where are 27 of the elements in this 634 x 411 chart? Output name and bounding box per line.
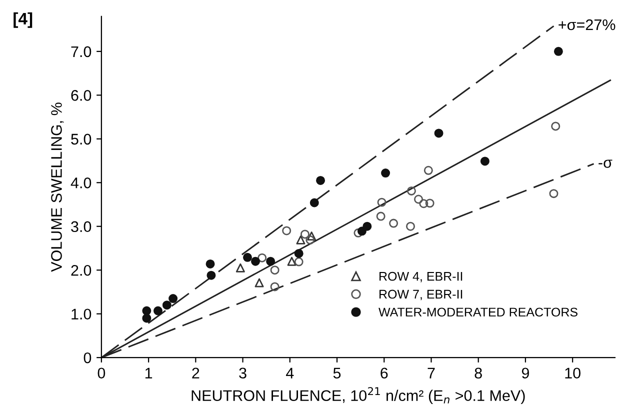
x-tick-label: 4: [286, 368, 294, 378]
text: [4]: [14, 12, 32, 28]
x-tick-label: 7: [428, 368, 435, 378]
legend-label: ROW 7, EBR-II: [380, 290, 462, 300]
x-tick-label: 8: [474, 368, 482, 379]
y-tick-label: 6.0: [71, 90, 92, 101]
x-tick-label: 1: [145, 368, 152, 378]
x-tick-label: 2: [192, 368, 200, 378]
x-tick-label: 9: [522, 368, 529, 379]
y-tick-label: 1.0: [72, 308, 92, 320]
y-tick-label: 4.0: [70, 178, 92, 188]
x-tick-label: 10: [565, 368, 580, 379]
y-axis-title: VOLUME SWELLING, %: [51, 102, 64, 272]
y-tick-label: 0: [84, 352, 92, 364]
series-label: +σ=27%: [558, 19, 616, 30]
x-tick-label: 6: [380, 368, 388, 379]
y-tick-label: 5.0: [71, 134, 92, 145]
x-axis-title: NEUTRON FLUENCE, 10$^{21}$ n/cm² (E$_{n}$ >0.1 MeV): [192, 387, 525, 404]
x-tick-label: 0: [98, 368, 106, 379]
series-label: -σ: [598, 160, 612, 168]
legend-label: WATER-MODERATED REACTORS: [378, 308, 578, 317]
x-tick-label: 3: [239, 368, 246, 379]
legend-label: ROW 4, EBR-II: [380, 272, 462, 282]
y-tick-label: 3.0: [71, 221, 92, 232]
x-tick-label: 5: [333, 368, 341, 379]
y-tick-label: 7.0: [71, 46, 92, 58]
y-tick-label: 2.0: [71, 264, 92, 276]
